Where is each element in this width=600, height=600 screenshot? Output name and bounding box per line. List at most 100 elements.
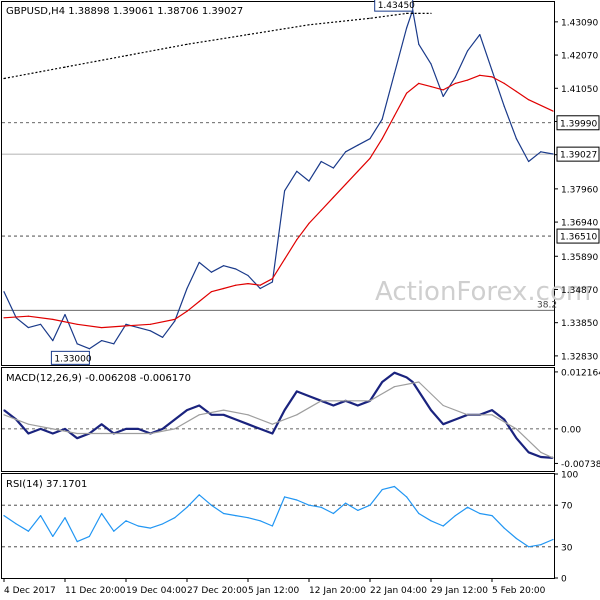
data-point-0-2-9 [418, 12, 420, 14]
data-point-2-0-32 [393, 485, 395, 488]
rsi-panel-title: RSI(14) 37.1701 [6, 479, 87, 490]
data-point-0-0-7 [88, 348, 90, 350]
data-point-0-0-2 [27, 326, 29, 329]
watermark: ActionForex.com [375, 277, 591, 307]
data-point-0-1-1 [27, 315, 29, 317]
data-point-0-0-21 [259, 287, 261, 290]
data-point-0-0-26 [320, 160, 322, 163]
data-point-2-0-42 [503, 527, 505, 529]
macd-panel-title: MACD(12,26,9) -0.006208 -0.006170 [6, 373, 191, 384]
data-point-0-0-6 [76, 343, 78, 345]
y-tick-label-0-2: 1.41050 [561, 85, 598, 95]
data-point-0-1-6 [149, 323, 151, 325]
x-tick-label-2: 19 Dec 04:00 [126, 586, 187, 596]
x-tick-label-7: 29 Jan 12:00 [431, 586, 488, 596]
y-tick-label-0-5: 1.37960 [561, 185, 598, 195]
data-point-2-0-1 [15, 523, 17, 525]
data-point-1-0-33 [406, 376, 408, 378]
data-point-0-1-32 [479, 74, 481, 76]
data-point-1-0-16 [198, 404, 200, 407]
data-point-0-0-43 [515, 138, 518, 140]
data-point-0-0-33 [406, 27, 408, 29]
data-point-1-0-0 [3, 409, 5, 411]
data-point-0-1-5 [125, 325, 127, 327]
data-point-2-0-0 [3, 515, 5, 517]
y-tick-label-2-2: 30 [561, 543, 573, 553]
data-point-1-1-0 [3, 414, 5, 416]
data-point-1-1-22 [540, 451, 542, 453]
data-point-1-0-31 [381, 381, 383, 383]
data-point-2-0-29 [357, 509, 359, 511]
data-point-1-0-14 [174, 418, 176, 421]
data-point-2-0-44 [528, 546, 530, 548]
data-point-2-0-36 [430, 520, 432, 522]
data-point-1-1-21 [515, 428, 518, 430]
y-tick-label-1-2: -0.007384 [561, 460, 600, 470]
data-point-1-1-4 [101, 432, 103, 435]
data-point-0-0-29 [357, 144, 359, 146]
macd-panel [1, 367, 555, 472]
data-point-0-2-4 [247, 33, 249, 36]
data-point-1-1-8 [198, 414, 200, 416]
data-point-1-1-9 [223, 409, 225, 411]
data-point-0-0-22 [271, 281, 273, 283]
data-point-1-1-14 [345, 400, 347, 402]
data-point-1-0-10 [125, 428, 127, 430]
data-point-0-2-6 [369, 17, 371, 19]
data-point-1-0-38 [454, 418, 456, 421]
data-point-0-1-24 [381, 138, 383, 140]
data-point-1-1-20 [491, 414, 493, 416]
data-point-0-1-11 [223, 287, 225, 290]
data-point-0-1-31 [467, 79, 469, 81]
data-point-1-0-15 [186, 409, 188, 411]
data-point-1-0-8 [101, 423, 103, 425]
y-tick-label-0-0: 1.43090 [561, 18, 598, 28]
data-point-1-0-24 [296, 390, 298, 393]
data-point-2-0-25 [308, 504, 310, 506]
data-point-0-1-35 [515, 90, 518, 93]
data-point-0-0-41 [491, 69, 493, 71]
data-point-2-0-22 [271, 525, 273, 527]
data-point-2-0-11 [137, 525, 139, 527]
data-point-0-0-44 [528, 160, 530, 163]
data-point-0-2-7 [406, 12, 408, 14]
data-point-1-0-3 [40, 428, 42, 430]
y-tick-label-0-8: 1.34870 [561, 286, 598, 296]
data-point-2-0-33 [406, 496, 408, 498]
data-point-2-0-20 [247, 517, 249, 519]
data-point-0-1-33 [491, 76, 493, 78]
data-point-1-0-4 [52, 432, 54, 435]
price-panel-title: GBPUSD,H4 1.38898 1.39061 1.38706 1.3902… [6, 6, 243, 17]
data-point-1-0-23 [284, 409, 286, 411]
data-point-0-0-0 [3, 291, 5, 293]
data-point-0-1-22 [357, 170, 359, 172]
data-point-1-1-19 [467, 414, 469, 416]
data-point-0-1-13 [247, 283, 249, 285]
data-point-0-1-20 [332, 196, 334, 198]
hline-label-0-0: 1.39990 [560, 119, 597, 129]
data-point-1-0-6 [76, 437, 78, 439]
data-point-2-0-43 [515, 537, 518, 540]
data-point-1-0-32 [393, 372, 395, 374]
y-tick-label-0-6: 1.36940 [561, 219, 598, 229]
y-tick-label-2-1: 70 [561, 502, 573, 512]
data-point-0-2-8 [412, 12, 414, 14]
data-point-0-1-26 [406, 92, 408, 94]
data-point-1-0-42 [503, 418, 505, 421]
data-point-0-0-37 [442, 95, 444, 98]
data-point-0-1-16 [284, 258, 286, 260]
data-point-0-1-34 [503, 82, 505, 84]
data-point-0-1-4 [101, 326, 103, 329]
data-point-0-1-37 [552, 110, 554, 112]
data-point-0-1-21 [345, 183, 347, 185]
data-point-1-0-43 [515, 437, 518, 439]
data-point-0-0-5 [64, 313, 66, 316]
annotation-box-0 [374, 0, 414, 12]
data-point-2-0-28 [345, 502, 347, 504]
data-point-1-0-45 [540, 456, 542, 458]
data-point-1-0-34 [412, 381, 414, 383]
data-point-0-0-3 [40, 323, 42, 325]
x-tick-label-3: 27 Dec 20:00 [187, 586, 248, 596]
data-point-1-1-10 [247, 414, 249, 416]
data-point-2-0-31 [381, 489, 383, 491]
